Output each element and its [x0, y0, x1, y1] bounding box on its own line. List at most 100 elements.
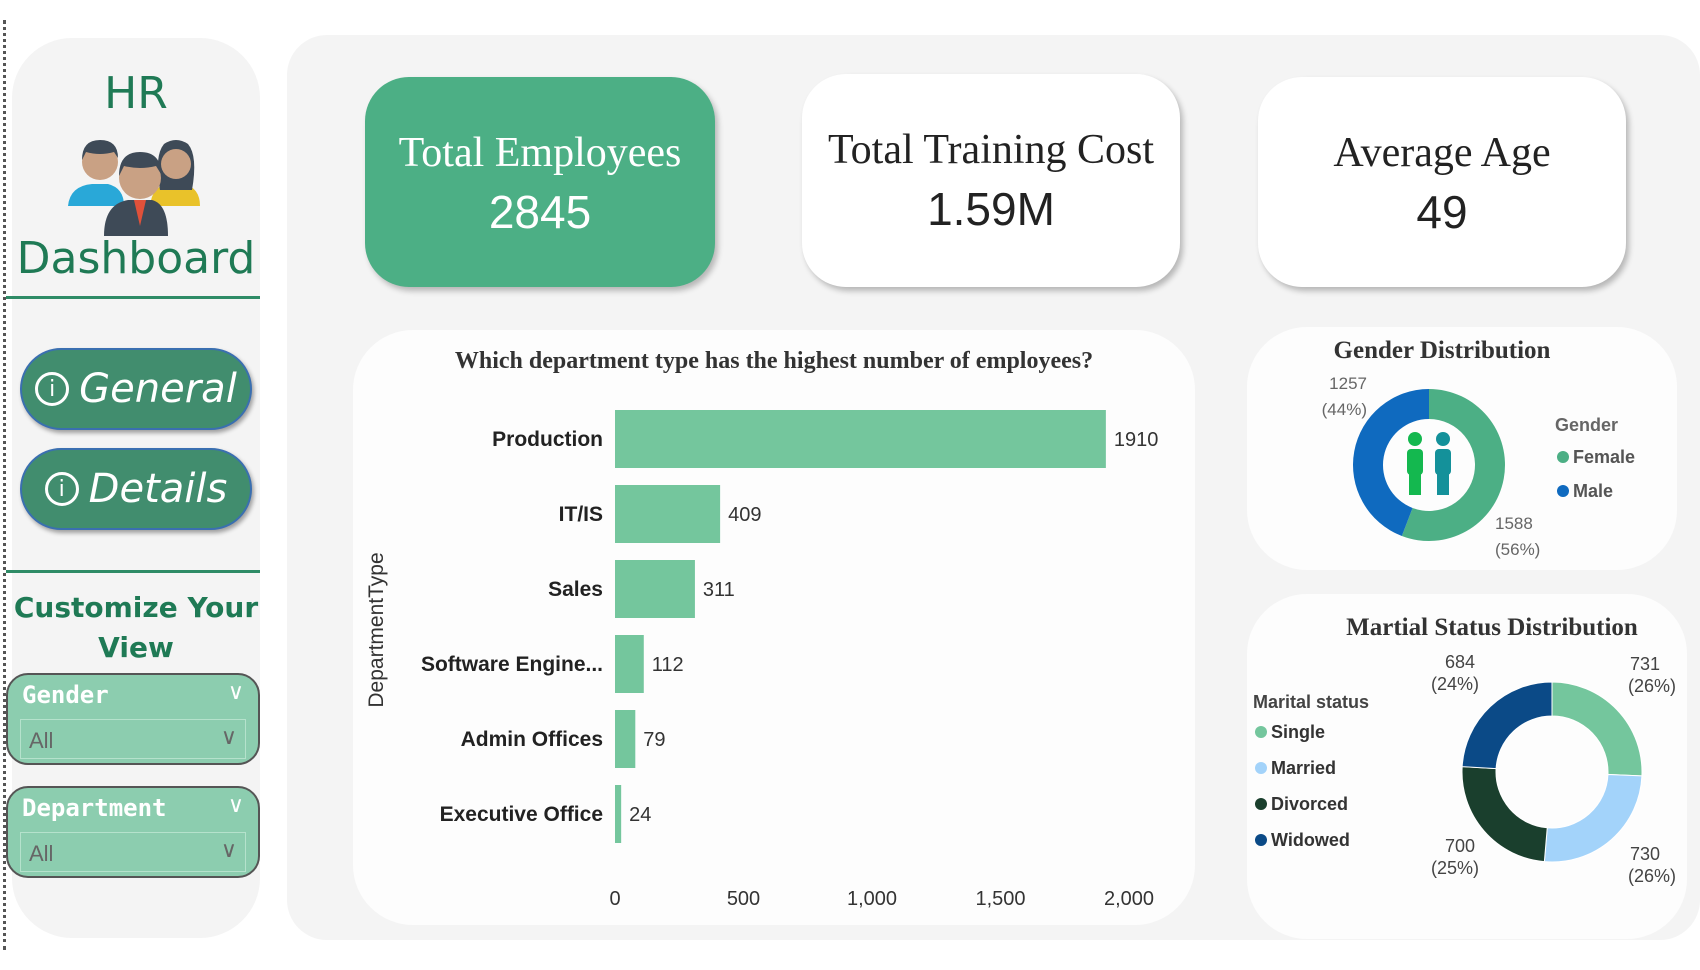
- legend-item: Widowed: [1271, 830, 1350, 850]
- x-tick-label: 500: [727, 888, 760, 910]
- legend-marker: [1557, 451, 1569, 463]
- female-male-icon: [1407, 432, 1451, 495]
- bar: [615, 410, 1106, 468]
- gender-dropdown[interactable]: All ∨: [20, 719, 246, 759]
- legend-title: Marital status: [1253, 692, 1369, 712]
- data-label: (56%): [1495, 540, 1540, 559]
- chevron-down-icon: ∨: [220, 724, 237, 749]
- category-label: Sales: [548, 578, 603, 601]
- kpi-title: Total Training Cost: [827, 127, 1155, 173]
- data-label: 112: [652, 654, 684, 676]
- people-icon: [68, 140, 200, 236]
- customize-line1: Customize Your: [13, 591, 259, 624]
- data-label: 79: [643, 729, 665, 751]
- legend-marker: [1255, 798, 1267, 810]
- kpi-average-age: Average Age 49: [1258, 77, 1626, 287]
- bar: [615, 560, 695, 618]
- category-label: Software Engine...: [421, 653, 603, 676]
- person-head: [1436, 432, 1450, 446]
- legend-item: Single: [1271, 722, 1325, 742]
- donut-slice-female: [1401, 389, 1505, 541]
- x-tick-label: 1,000: [847, 888, 897, 910]
- data-label: 1257: [1329, 374, 1367, 393]
- sidebar-title-top: HR: [104, 68, 168, 119]
- marital-donut-card: Martial Status Distribution 731 (26%) 730(…: [1247, 594, 1687, 939]
- data-label: 700: [1445, 836, 1475, 856]
- data-label: 730: [1630, 844, 1660, 864]
- legend-marker: [1255, 834, 1267, 846]
- x-tick-label: 2,000: [1104, 888, 1154, 910]
- bar: [615, 635, 644, 693]
- data-label: (44%): [1322, 400, 1367, 419]
- category-label: Admin Offices: [461, 728, 603, 751]
- sidebar: HR Dashboard i General i Details Customi…: [6, 38, 260, 938]
- gender-donut-chart: 1257 (44%) 1588 (56%) Gender Female Male: [1322, 374, 1635, 559]
- data-label: 1588: [1495, 514, 1533, 533]
- customize-heading: Customize Your View: [12, 588, 260, 668]
- details-button[interactable]: i Details: [20, 448, 252, 530]
- data-label: (26%): [1628, 866, 1676, 886]
- chart-title: Martial Status Distribution: [1346, 614, 1638, 641]
- department-bar-chart-card: Which department type has the highest nu…: [353, 330, 1195, 925]
- legend-title: Gender: [1555, 415, 1618, 435]
- general-button[interactable]: i General: [20, 348, 252, 430]
- kpi-value: 2845: [488, 186, 592, 238]
- data-label: (25%): [1431, 858, 1479, 878]
- data-label: (24%): [1431, 674, 1479, 694]
- bar: [615, 785, 622, 843]
- legend-marker: [1255, 762, 1267, 774]
- gender-slicer: Gender ∨ All ∨: [6, 673, 260, 765]
- donut-slice-single: [1551, 681, 1643, 777]
- data-label: 1910: [1114, 429, 1159, 451]
- bar: [615, 710, 636, 768]
- info-icon: i: [35, 372, 70, 406]
- customize-line2: View: [98, 631, 174, 664]
- category-label: Production: [492, 428, 603, 451]
- kpi-value: 49: [1416, 186, 1468, 238]
- donut-slice-male: [1353, 389, 1429, 536]
- legend-marker: [1557, 485, 1569, 497]
- chevron-down-icon[interactable]: ∨: [227, 792, 244, 817]
- kpi-total-employees: Total Employees 2845: [365, 77, 715, 287]
- department-dropdown-value: All: [29, 841, 54, 866]
- kpi-value: 1.59M: [927, 183, 1055, 235]
- department-slicer: Department ∨ All ∨: [6, 786, 260, 878]
- data-label: 409: [728, 504, 761, 526]
- person-legs: [1437, 473, 1449, 495]
- chart-title: Which department type has the highest nu…: [454, 348, 1094, 374]
- x-tick-label: 0: [609, 888, 620, 910]
- data-label: 731: [1630, 654, 1660, 674]
- legend-item: Divorced: [1271, 794, 1348, 814]
- legend-item: Male: [1573, 481, 1613, 501]
- kpi-title: Total Employees: [398, 130, 682, 176]
- gender-donut-card: Gender Distribution 1257 (44%) 1588 (56%) Ge…: [1247, 327, 1677, 570]
- kpi-total-training-cost: Total Training Cost 1.59M: [802, 74, 1180, 287]
- chevron-down-icon: ∨: [220, 837, 237, 862]
- divider: [6, 570, 260, 573]
- department-slicer-label: Department: [22, 794, 167, 822]
- data-label: 24: [629, 804, 651, 826]
- department-dropdown[interactable]: All ∨: [20, 832, 246, 872]
- person-legs: [1409, 473, 1421, 495]
- person-head: [1408, 432, 1422, 446]
- data-label: 684: [1445, 652, 1475, 672]
- marital-donut-chart: 731(26%)730(26%)700(25%)684(24%)Marital …: [1253, 652, 1676, 886]
- y-axis-label: DepartmentType: [365, 552, 388, 707]
- data-label: (26%): [1628, 676, 1676, 696]
- page-border: [3, 20, 6, 950]
- gender-slicer-label: Gender: [22, 681, 109, 709]
- x-tick-label: 1,500: [975, 888, 1025, 910]
- gender-dropdown-value: All: [29, 728, 54, 753]
- person-body: [1435, 449, 1451, 475]
- legend-marker: [1255, 726, 1267, 738]
- chart-title: Gender Distribution: [1333, 337, 1551, 364]
- info-icon: i: [44, 472, 79, 506]
- chevron-down-icon[interactable]: ∨: [227, 679, 244, 704]
- data-label: 311: [703, 579, 735, 601]
- legend-item: Female: [1573, 447, 1635, 467]
- donut-slice-widowed: [1461, 681, 1553, 770]
- bar: [615, 485, 721, 543]
- category-label: Executive Office: [440, 803, 603, 826]
- details-button-label: Details: [88, 466, 228, 512]
- donut-slice-married: [1543, 773, 1643, 863]
